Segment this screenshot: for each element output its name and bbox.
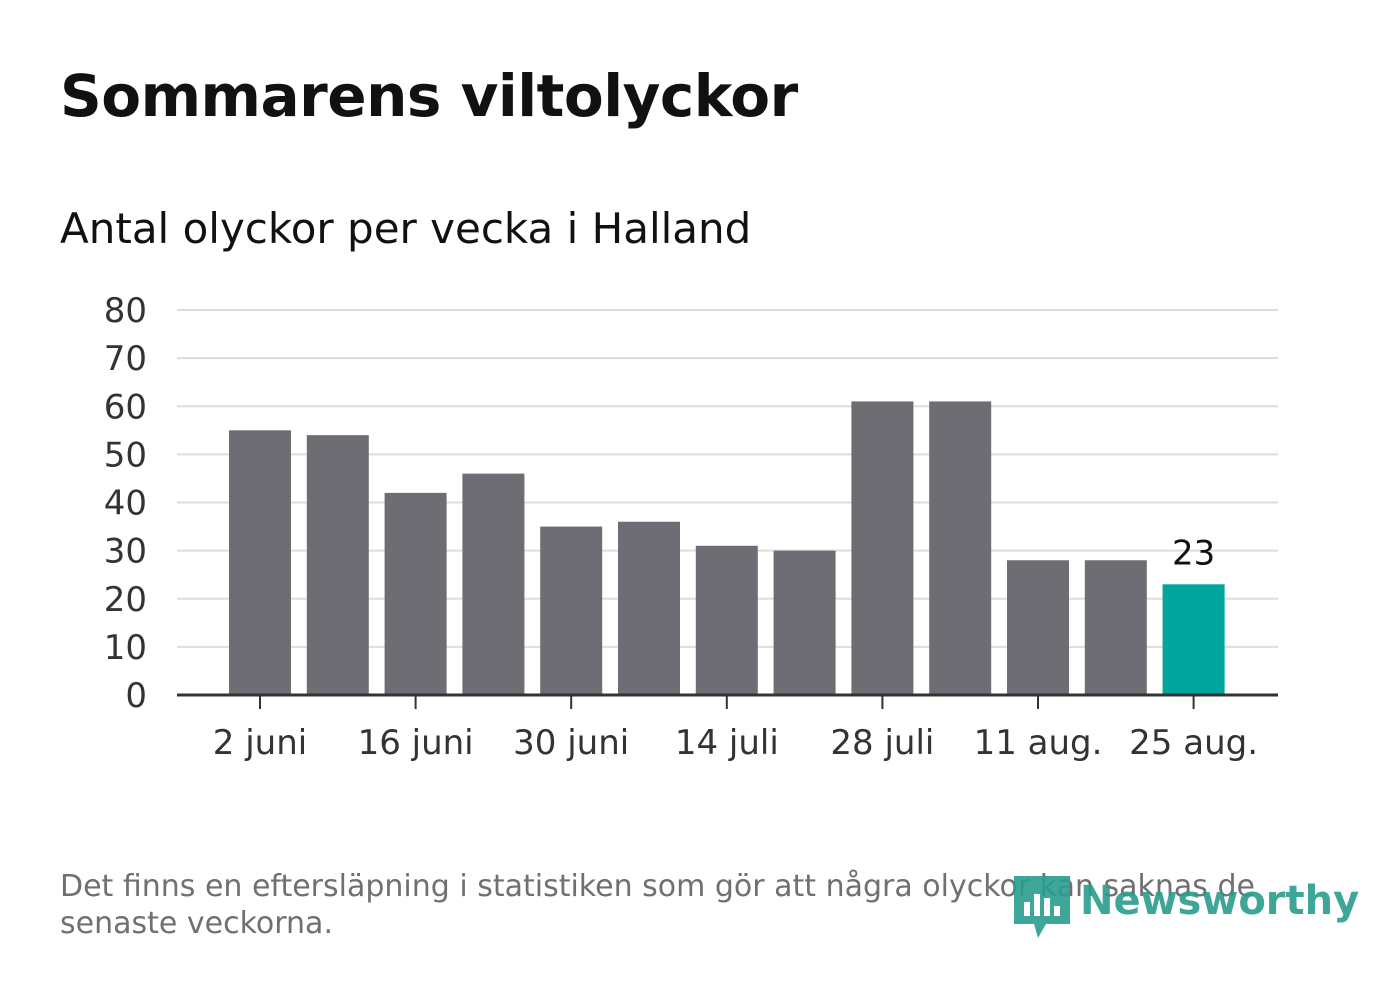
x-tick-label: 11 aug. <box>974 723 1103 763</box>
x-tick-label: 28 juli <box>830 723 934 763</box>
data-label: 23 <box>1172 533 1215 573</box>
bar <box>1084 560 1147 695</box>
bar <box>929 401 992 695</box>
bar <box>851 401 914 695</box>
y-tick-label: 0 <box>125 676 147 716</box>
y-tick-label: 30 <box>104 532 147 572</box>
x-tick-label: 25 aug. <box>1129 723 1258 763</box>
y-tick-label: 70 <box>104 339 147 379</box>
chart-subtitle: Antal olyckor per vecka i Halland <box>60 204 752 253</box>
bar <box>695 545 758 695</box>
y-tick-label: 10 <box>104 628 147 668</box>
newsworthy-logo-icon <box>1014 876 1070 938</box>
x-tick-label: 16 juni <box>358 723 474 763</box>
x-tick-label: 30 juni <box>513 723 629 763</box>
newsworthy-logo-text: Newsworthy <box>1080 878 1360 924</box>
bar <box>618 521 680 695</box>
x-tick-label: 14 juli <box>675 723 779 763</box>
bar <box>540 526 603 695</box>
bar <box>1007 560 1069 695</box>
bar <box>384 492 447 695</box>
bar <box>229 430 291 695</box>
x-tick-label: 2 juni <box>213 723 307 763</box>
bar <box>462 473 525 695</box>
y-tick-label: 60 <box>104 387 147 427</box>
bar <box>306 435 369 695</box>
y-tick-label: 40 <box>104 484 147 524</box>
bar-chart: 0 10 20 30 40 50 60 70 80 2 juni 16 juni 30 juni 14 … <box>104 291 1278 763</box>
bar <box>1162 584 1225 695</box>
chart-title: Sommarens viltolyckor <box>60 62 798 130</box>
y-tick-label: 80 <box>104 291 147 331</box>
y-tick-label: 50 <box>104 435 147 475</box>
bar <box>773 550 836 695</box>
y-tick-label: 20 <box>104 580 147 620</box>
